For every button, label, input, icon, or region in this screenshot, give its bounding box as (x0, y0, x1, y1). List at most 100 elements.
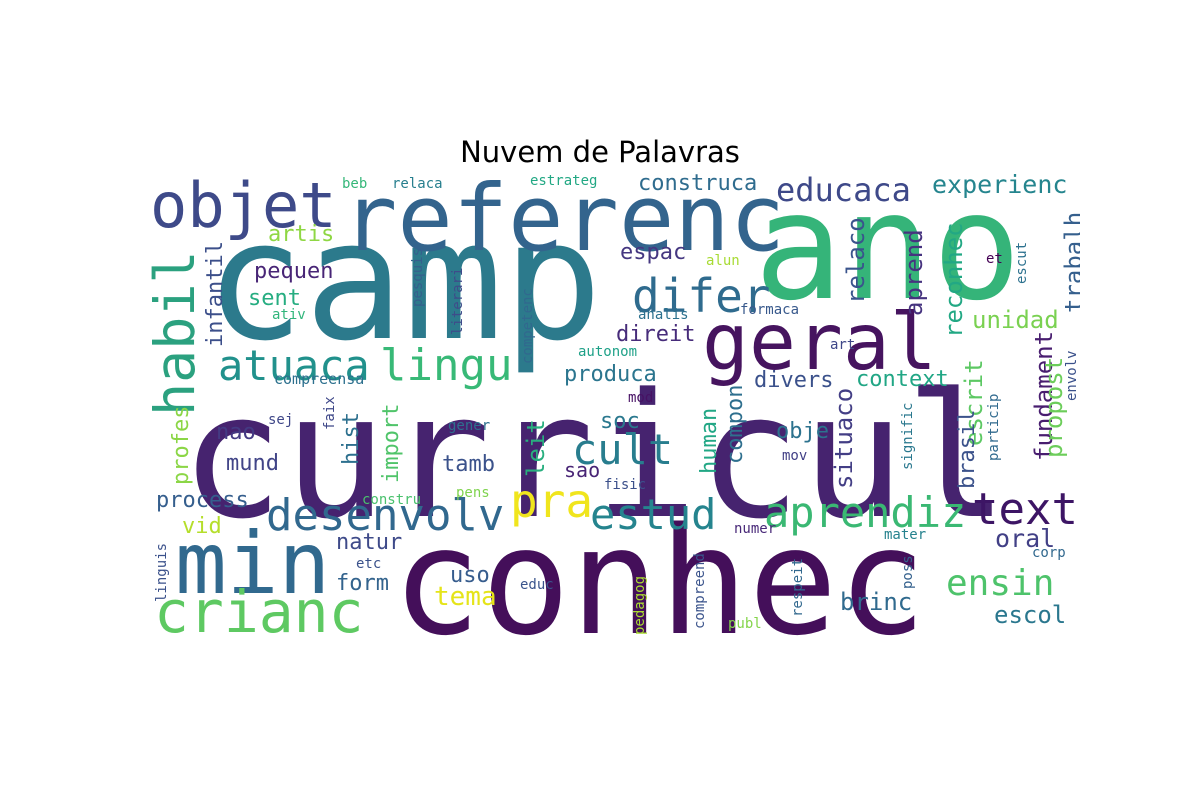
word-mater: mater (884, 527, 926, 543)
word-respeit: respeit (790, 558, 806, 617)
word-pens: pens (456, 485, 490, 501)
word-estud: estud (590, 490, 716, 539)
word-propost: propost (1040, 357, 1068, 458)
word-relaca: relaca (392, 176, 443, 192)
word-soc: soc (600, 409, 640, 434)
word-experienc: experienc (932, 171, 1067, 199)
word-fisic: fisic (604, 477, 646, 493)
word-nao: nao (216, 420, 256, 445)
word-sent: sent (248, 286, 301, 311)
word-profes: profes (169, 406, 194, 485)
word-habil: habil (150, 250, 207, 416)
word-tema: tema (434, 582, 497, 612)
word-competenc: competenc (520, 288, 536, 364)
word-conhec: conhec (392, 496, 927, 636)
chart-title: Nuvem de Palavras (460, 135, 740, 169)
word-compreensa: compreensa (274, 370, 364, 388)
word-numer: numer (734, 521, 776, 537)
word-divers: divers (754, 368, 833, 393)
word-leit: leit (522, 419, 550, 477)
word-unidad: unidad (972, 306, 1059, 334)
word-analis: analis (638, 307, 689, 323)
word-constru: constru (362, 492, 421, 508)
word-brinc: brinc (840, 588, 912, 616)
word-envolv: envolv (1064, 350, 1080, 401)
word-alun: alun (706, 253, 740, 269)
word-crianc: crianc (154, 578, 364, 636)
word-referenc: referenc (342, 171, 785, 272)
word-artis: artis (268, 222, 334, 247)
word-lingu: lingu (380, 340, 512, 391)
word-reconhec: reconhec (940, 222, 968, 338)
word-difer: difer (632, 269, 770, 323)
word-import: import (379, 404, 404, 483)
word-geral: geral (702, 298, 937, 388)
word-mod: mod (628, 390, 653, 406)
word-vid: vid (182, 514, 222, 539)
word-signific: signific (900, 403, 916, 470)
word-compreend: compreend (692, 553, 708, 629)
word-pesquis: pesquis (410, 248, 426, 307)
word-tamb: tamb (442, 452, 495, 477)
word-text: text (972, 484, 1078, 535)
word-gener: gener (448, 418, 490, 434)
word-camp: camp (205, 185, 602, 377)
word-form: form (336, 571, 389, 596)
word-atuaca: atuaca (218, 341, 370, 390)
word-uso: uso (450, 563, 490, 588)
word-pra: pra (510, 474, 593, 528)
word-objet: objet (150, 171, 337, 242)
word-art: art (830, 337, 855, 353)
word-obje: obje (776, 419, 829, 444)
word-mov: mov (782, 448, 807, 464)
word-context: context (856, 367, 949, 392)
word-fundament: fundament (1030, 331, 1058, 461)
word-produca: produca (564, 362, 657, 387)
word-cult: cult (572, 425, 673, 474)
word-min: min (175, 514, 330, 614)
word-natur: natur (336, 530, 402, 555)
word-ano: ano (754, 171, 1021, 333)
word-relaco: relaco (842, 217, 870, 304)
word-trabalh: trabalh (1060, 212, 1080, 313)
word-process: process (156, 488, 249, 513)
word-ensin: ensin (946, 563, 1054, 604)
word-desenvolv: desenvolv (266, 490, 504, 541)
word-corp: corp (1032, 545, 1066, 561)
word-escut: escut (1014, 242, 1030, 284)
word-brasil: brasil (955, 410, 980, 489)
word-formaca: formaca (740, 302, 799, 318)
word-curricul: curricul (180, 356, 1008, 557)
word-estrateg: estrateg (530, 173, 597, 189)
word-educ: educ (520, 577, 554, 593)
word-publ: publ (728, 616, 762, 632)
word-hist: hist (339, 412, 364, 465)
word-compon: compon (723, 385, 748, 464)
word-direit: direit (616, 322, 695, 347)
word-mund: mund (226, 451, 279, 476)
word-educaca: educaca (776, 171, 911, 209)
word-construca: construca (638, 171, 757, 196)
word-pedagog: pedagog (632, 576, 648, 635)
word-pequen: pequen (254, 259, 333, 284)
word-escrit: escrit (960, 359, 988, 446)
word-oral: oral (995, 524, 1055, 553)
word-poss: poss (900, 555, 916, 589)
word-beb: beb (342, 176, 367, 192)
word-ativ: ativ (272, 307, 306, 323)
word-aprend: aprend (900, 229, 928, 316)
word-faix: faix (322, 396, 338, 430)
word-situaco: situaco (830, 388, 858, 489)
word-literari: literari (450, 268, 466, 335)
word-sej: sej (268, 412, 293, 428)
word-etc: etc (356, 556, 381, 572)
word-escol: escol (994, 601, 1066, 629)
word-particip: particip (986, 394, 1002, 461)
word-aprendiz: aprendiz (764, 488, 966, 537)
word-linguis: linguis (154, 543, 170, 602)
word-human: human (697, 408, 722, 474)
word-et: et (986, 251, 1003, 267)
word-espac: espac (620, 240, 686, 265)
